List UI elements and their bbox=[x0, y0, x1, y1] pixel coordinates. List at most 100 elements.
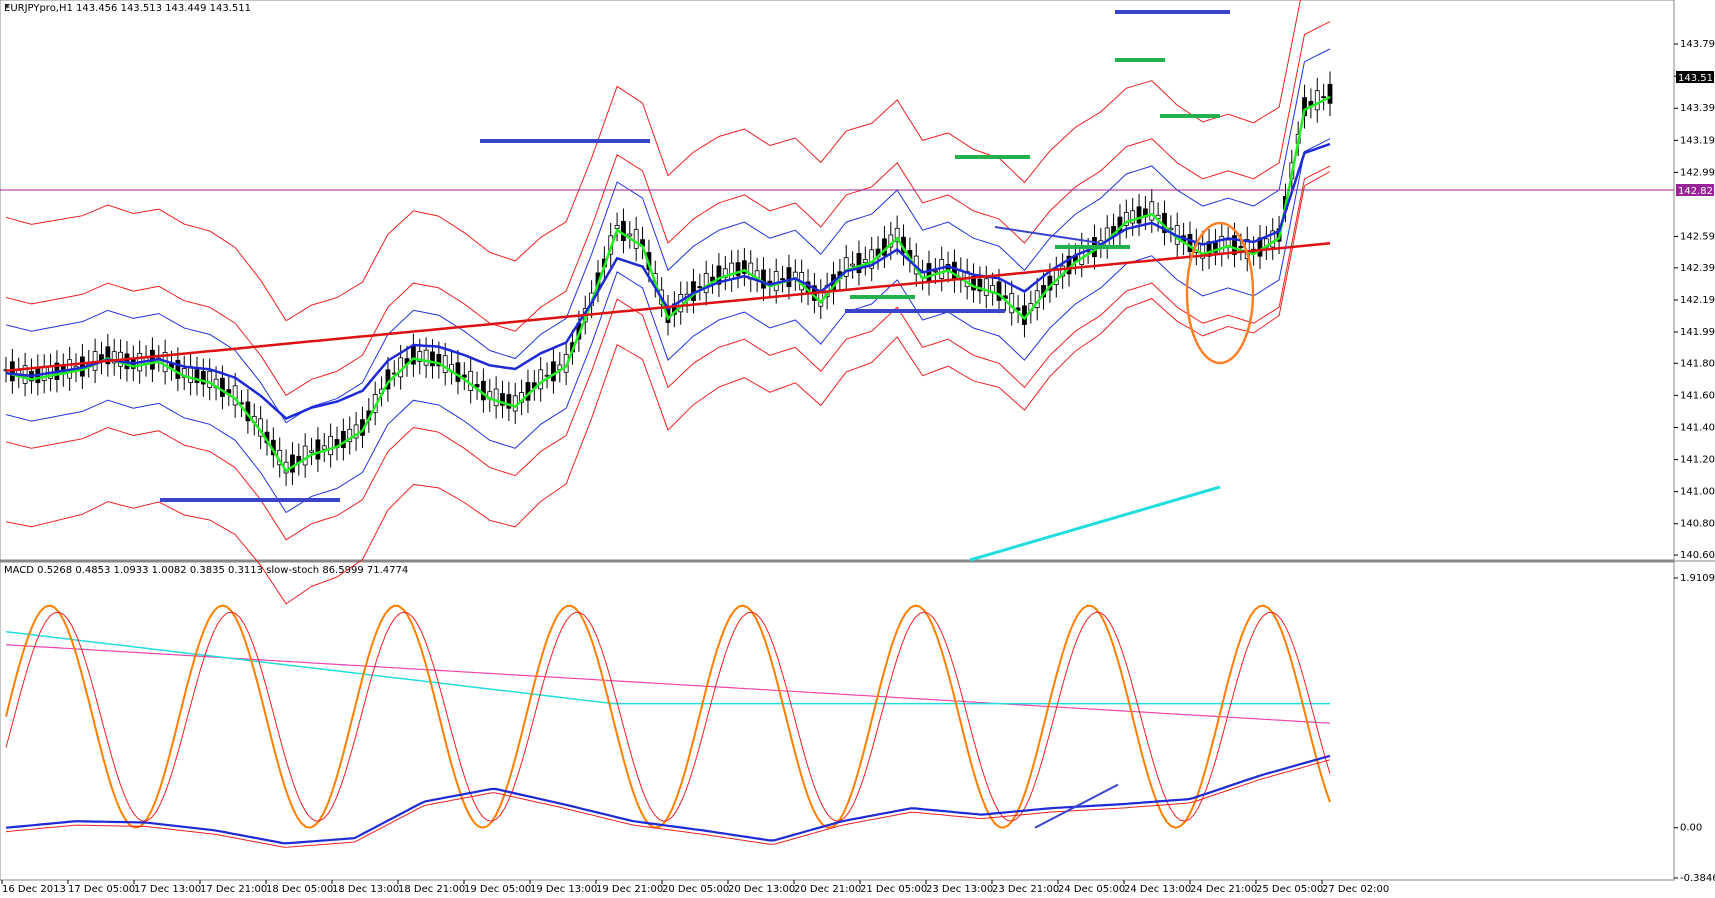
candle-body bbox=[493, 388, 499, 407]
collapse-arrow-icon[interactable] bbox=[5, 5, 9, 9]
candle-body bbox=[1257, 237, 1263, 257]
candle-body bbox=[614, 224, 620, 229]
candle-body bbox=[1314, 90, 1320, 111]
moving-averages bbox=[5, 95, 1331, 473]
price-tick-label: 142.990 bbox=[1680, 167, 1715, 178]
candle-body bbox=[423, 349, 429, 366]
hline-price-tag bbox=[1676, 184, 1714, 196]
candle-body bbox=[309, 450, 314, 453]
highlight-ellipse bbox=[1185, 221, 1255, 365]
price-tick-label: 141.000 bbox=[1680, 487, 1715, 498]
candle-body bbox=[302, 445, 308, 466]
red-band-upper bbox=[5, 0, 1301, 322]
candle-body bbox=[894, 227, 900, 243]
candle-body bbox=[932, 270, 938, 273]
time-tick-label: 20 Dec 13:00 bbox=[728, 884, 795, 895]
time-tick-label: 17 Dec 13:00 bbox=[134, 884, 201, 895]
candle-body bbox=[1009, 293, 1015, 314]
time-tick-label: 18 Dec 05:00 bbox=[266, 884, 333, 895]
price-tick-label: 141.200 bbox=[1680, 455, 1715, 466]
macd-tick-label: -0.3846 bbox=[1680, 873, 1715, 884]
candle-body bbox=[442, 355, 448, 373]
candle-body bbox=[506, 394, 512, 409]
candle-body bbox=[983, 278, 989, 296]
candle-body bbox=[926, 263, 932, 284]
macd-axis: 1.9109 0.00 -0.3846 bbox=[1674, 573, 1715, 884]
time-tick-label: 16 Dec 2013 bbox=[2, 884, 66, 895]
macd-pane bbox=[0, 561, 1675, 881]
time-tick-label: 24 Dec 13:00 bbox=[1124, 884, 1191, 895]
candle-body bbox=[1232, 235, 1237, 255]
candle-body bbox=[729, 262, 735, 280]
candle-body bbox=[996, 281, 1002, 301]
candle-body bbox=[1270, 230, 1276, 248]
time-tick-label: 23 Dec 13:00 bbox=[926, 884, 993, 895]
candle-body bbox=[340, 430, 346, 449]
candle-body bbox=[773, 271, 779, 292]
candle-body bbox=[461, 374, 467, 378]
time-tick-label: 23 Dec 21:00 bbox=[992, 884, 1059, 895]
price-tick-label: 141.800 bbox=[1680, 358, 1715, 369]
candle-body bbox=[977, 278, 983, 292]
annotations bbox=[160, 10, 1255, 562]
indicator-header: MACD 0.5268 0.4853 1.0933 1.0082 0.3835 … bbox=[4, 565, 408, 576]
candle-body bbox=[207, 370, 213, 388]
candle-body bbox=[290, 454, 295, 473]
candle-body bbox=[315, 439, 321, 460]
candle-body bbox=[716, 265, 722, 285]
macd-cyan-line bbox=[5, 630, 1330, 705]
candle-body bbox=[703, 273, 709, 294]
price-tick-label: 140.605 bbox=[1680, 550, 1715, 561]
time-tick-label: 21 Dec 05:00 bbox=[860, 884, 927, 895]
candle-body bbox=[735, 262, 741, 276]
candle-body bbox=[512, 395, 518, 412]
time-tick-label: 25 Dec 05:00 bbox=[1256, 884, 1323, 895]
candle-body bbox=[780, 278, 785, 281]
candle-body bbox=[481, 380, 486, 401]
bollinger-bands bbox=[5, 0, 1331, 605]
price-tick-label: 141.400 bbox=[1680, 422, 1715, 433]
candle-body bbox=[850, 263, 855, 267]
time-tick-label: 20 Dec 05:00 bbox=[662, 884, 729, 895]
candle-body bbox=[455, 362, 461, 382]
candle-body bbox=[1327, 83, 1333, 104]
stoch-main-line bbox=[5, 604, 1331, 829]
candle-body bbox=[220, 377, 225, 397]
candle-body bbox=[321, 445, 327, 450]
time-tick-label: 20 Dec 21:00 bbox=[794, 884, 861, 895]
time-tick-label: 18 Dec 21:00 bbox=[398, 884, 465, 895]
candle-body bbox=[633, 229, 639, 249]
price-axis: 143.790143.590143.390143.190142.990142.5… bbox=[1673, 0, 1715, 880]
candle-body bbox=[627, 233, 633, 237]
candle-body bbox=[328, 435, 334, 456]
macd-trend-line bbox=[1034, 783, 1119, 829]
price-tick-label: 142.590 bbox=[1680, 232, 1715, 243]
candle-body bbox=[761, 269, 766, 289]
time-tick-label: 19 Dec 05:00 bbox=[464, 884, 531, 895]
candle-body bbox=[347, 428, 353, 443]
candle-body bbox=[410, 346, 416, 365]
candle-body bbox=[474, 384, 480, 388]
time-tick-label: 27 Dec 02:00 bbox=[1322, 884, 1389, 895]
candle-body bbox=[1321, 96, 1327, 99]
time-tick-label: 17 Dec 21:00 bbox=[200, 884, 267, 895]
candle-body bbox=[353, 424, 359, 439]
candle-body bbox=[862, 259, 868, 264]
red-band-inner-lower bbox=[5, 165, 1331, 541]
macd-main-line bbox=[5, 754, 1331, 845]
candle-body bbox=[786, 267, 792, 287]
candle-body bbox=[417, 351, 423, 362]
candle-body bbox=[1187, 234, 1193, 252]
candle-body bbox=[436, 353, 442, 367]
candle-body bbox=[843, 257, 849, 277]
candle-body bbox=[398, 357, 404, 378]
candle-body bbox=[952, 261, 957, 281]
candle-body bbox=[1149, 201, 1155, 221]
cyan-trend-line bbox=[969, 485, 1221, 562]
macd-tick-label: 1.9109 bbox=[1680, 573, 1715, 584]
price-tick-label: 143.790 bbox=[1680, 39, 1715, 50]
time-tick-label: 24 Dec 05:00 bbox=[1058, 884, 1125, 895]
macd-lines bbox=[5, 604, 1331, 848]
ma-slow-line bbox=[5, 242, 1331, 372]
